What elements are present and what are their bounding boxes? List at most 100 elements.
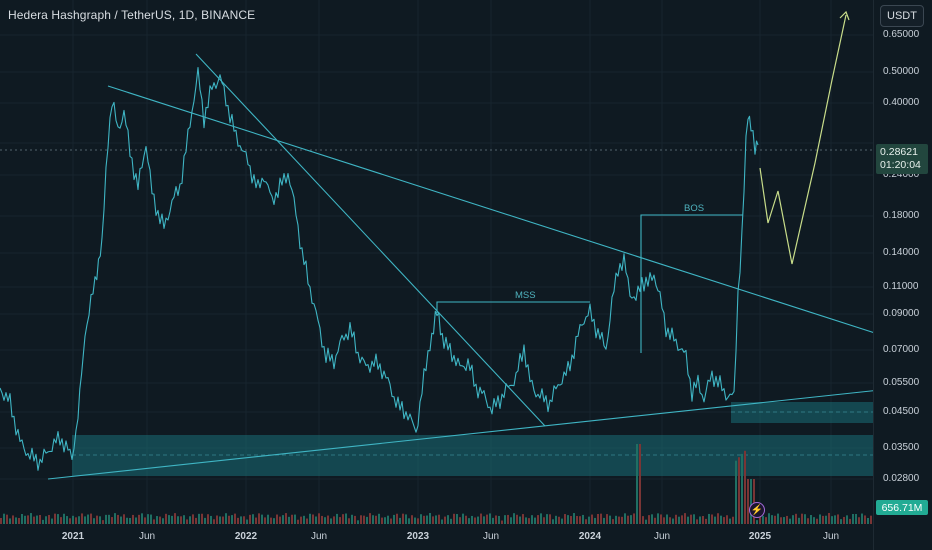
volume-bar (168, 515, 170, 524)
volume-bar (21, 513, 23, 524)
volume-bar (333, 516, 335, 524)
volume-bar (408, 518, 410, 524)
volume-bar (270, 517, 272, 524)
volume-bar (78, 516, 80, 524)
volume-bar (249, 514, 251, 524)
volume-bar (33, 516, 35, 524)
volume-bar (426, 515, 428, 524)
volume-bar (729, 518, 731, 524)
volume-bar (762, 515, 764, 524)
volume-bar (243, 516, 245, 524)
volume-bar (303, 515, 305, 524)
volume-bar (477, 516, 479, 524)
volume-bar (753, 479, 755, 524)
projection-arrowhead (839, 10, 850, 21)
projection-path (759, 14, 847, 265)
volume-bar (675, 514, 677, 524)
volume-bar (861, 513, 863, 524)
volume-bar (534, 517, 536, 524)
volume-bar (228, 515, 230, 524)
mss-label: MSS (515, 290, 536, 301)
price-tick-label: 0.40000 (883, 97, 920, 108)
volume-bar (450, 518, 452, 524)
volume-bar (852, 513, 854, 524)
volume-bar (525, 517, 527, 524)
volume-bar (12, 515, 14, 524)
volume-bar (114, 513, 116, 524)
volume-bar (375, 515, 377, 524)
volume-bar (369, 513, 371, 524)
volume-bar (288, 516, 290, 524)
volume-bar (606, 514, 608, 524)
volume-bar (843, 516, 845, 524)
volume-bar (522, 514, 524, 524)
volume-bar (528, 518, 530, 524)
volume-bar (348, 518, 350, 524)
volume-bar (132, 514, 134, 524)
volume-bar (75, 517, 77, 524)
volume-bar (516, 514, 518, 524)
volume-bar (585, 519, 587, 524)
volume-bar (195, 517, 197, 524)
volume-bar (81, 513, 83, 524)
volume-bar (483, 516, 485, 524)
bos-line (640, 214, 743, 353)
volume-bar (459, 517, 461, 524)
volume-bar (0, 518, 2, 524)
volume-bar (378, 513, 380, 524)
time-tick-label: Jun (138, 531, 156, 542)
volume-bar (201, 513, 203, 524)
volume-bar (630, 515, 632, 524)
volume-bar (447, 515, 449, 524)
volume-bar (390, 518, 392, 524)
price-tick-label: 0.14000 (883, 247, 920, 258)
volume-bar (387, 515, 389, 524)
volume-bar (747, 479, 749, 524)
volume-bar (642, 516, 644, 524)
volume-bar (267, 514, 269, 524)
volume-bar (360, 515, 362, 524)
volume-bar (804, 514, 806, 524)
volume-bar (441, 519, 443, 524)
volume-bar (282, 515, 284, 524)
volume-bar (846, 515, 848, 524)
trendlines (47, 53, 881, 480)
volume-bar (432, 516, 434, 524)
volume-bar (549, 514, 551, 524)
volume-bar (9, 518, 11, 524)
volume-bar (402, 513, 404, 524)
volume-bar (225, 513, 227, 524)
volume-bar (120, 516, 122, 524)
volume-bar (411, 515, 413, 524)
volume-bar (24, 515, 26, 524)
lightning-icon[interactable]: ⚡ (749, 502, 765, 518)
volume-bar (165, 513, 167, 524)
volume-bar (663, 517, 665, 524)
currency-button[interactable]: USDT (880, 5, 924, 27)
volume-bar (255, 517, 257, 524)
volume-bar (177, 516, 179, 524)
volume-bar (45, 516, 47, 524)
volume-bar (495, 515, 497, 524)
price-axis[interactable] (873, 0, 932, 550)
volume-bar (498, 515, 500, 524)
volume-bar (207, 514, 209, 524)
volume-bar (393, 514, 395, 524)
volume-bar (510, 517, 512, 524)
volume-bar (708, 513, 710, 524)
volume-bar (591, 514, 593, 524)
price-line (0, 66, 759, 471)
volume-bar (633, 513, 635, 524)
volume-bar (588, 516, 590, 524)
demand-zone-lower (72, 435, 873, 476)
volume-bar (660, 514, 662, 524)
volume-bar (3, 513, 5, 524)
volume-bar (300, 516, 302, 524)
volume-bar (414, 517, 416, 524)
volume-bar (636, 444, 638, 524)
volume-bar (792, 515, 794, 524)
volume-bar (684, 513, 686, 524)
volume-bar (543, 517, 545, 524)
volume-bar (687, 516, 689, 524)
